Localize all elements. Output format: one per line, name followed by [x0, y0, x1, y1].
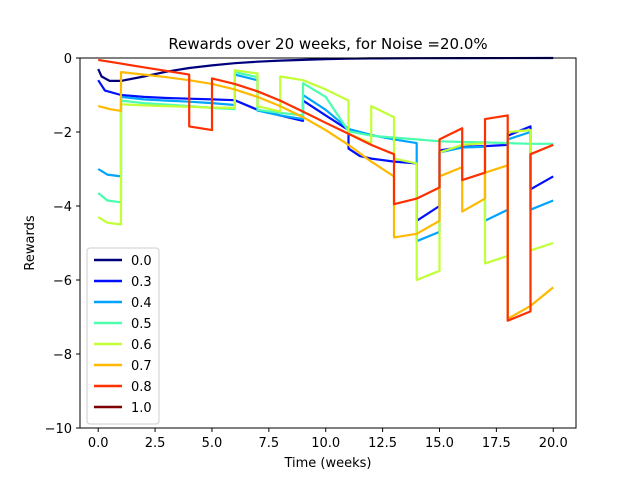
y-tick-label: −6	[53, 274, 72, 289]
x-tick-label: 5.0	[202, 436, 223, 451]
series-line-0-8	[98, 58, 554, 322]
y-tick-label: −4	[53, 200, 72, 215]
x-axis-ticks: 0.0 2.5 5.0 7.5 10.0 12.5 15.0 17.5 20.0	[88, 428, 568, 451]
y-tick-label: 0	[64, 52, 72, 67]
series-line-0-5	[97, 71, 554, 204]
y-axis-ticks: 0 −2 −4 −6 −8 −10	[45, 52, 80, 437]
axes-frame	[79, 57, 577, 429]
y-tick-label: −8	[53, 348, 72, 363]
series-line-0-3	[97, 79, 554, 222]
legend-label: 0.4	[131, 296, 152, 311]
legend-label: 0.7	[131, 359, 152, 374]
legend-label: 0.0	[131, 254, 152, 269]
x-tick-label: 15.0	[425, 436, 454, 451]
y-tick-label: −10	[45, 422, 72, 437]
x-axis-label: Time (weeks)	[283, 456, 371, 471]
x-tick-label: 20.0	[539, 436, 568, 451]
legend-label: 0.5	[131, 317, 152, 332]
chart-title: Rewards over 20 weeks, for Noise =20.0%	[168, 35, 487, 53]
legend-label: 1.0	[131, 401, 152, 416]
x-tick-label: 2.5	[145, 436, 166, 451]
series-line-0-7	[97, 71, 554, 320]
x-tick-label: 17.5	[482, 436, 511, 451]
x-tick-label: 12.5	[368, 436, 397, 451]
series-lines	[97, 56, 554, 322]
legend: 0.0 0.3 0.4 0.5 0.6 0.7 0.8 1.0	[86, 247, 160, 425]
x-tick-label: 10.0	[311, 436, 340, 451]
y-axis-label: Rewards	[23, 215, 38, 270]
legend-box	[86, 247, 160, 425]
legend-label: 0.6	[131, 338, 152, 353]
x-tick-label: 7.5	[259, 436, 280, 451]
y-tick-label: −2	[53, 126, 72, 141]
series-line-0-6	[97, 69, 554, 282]
legend-label: 0.8	[131, 380, 152, 395]
legend-label: 0.3	[131, 275, 152, 290]
x-tick-label: 0.0	[88, 436, 109, 451]
